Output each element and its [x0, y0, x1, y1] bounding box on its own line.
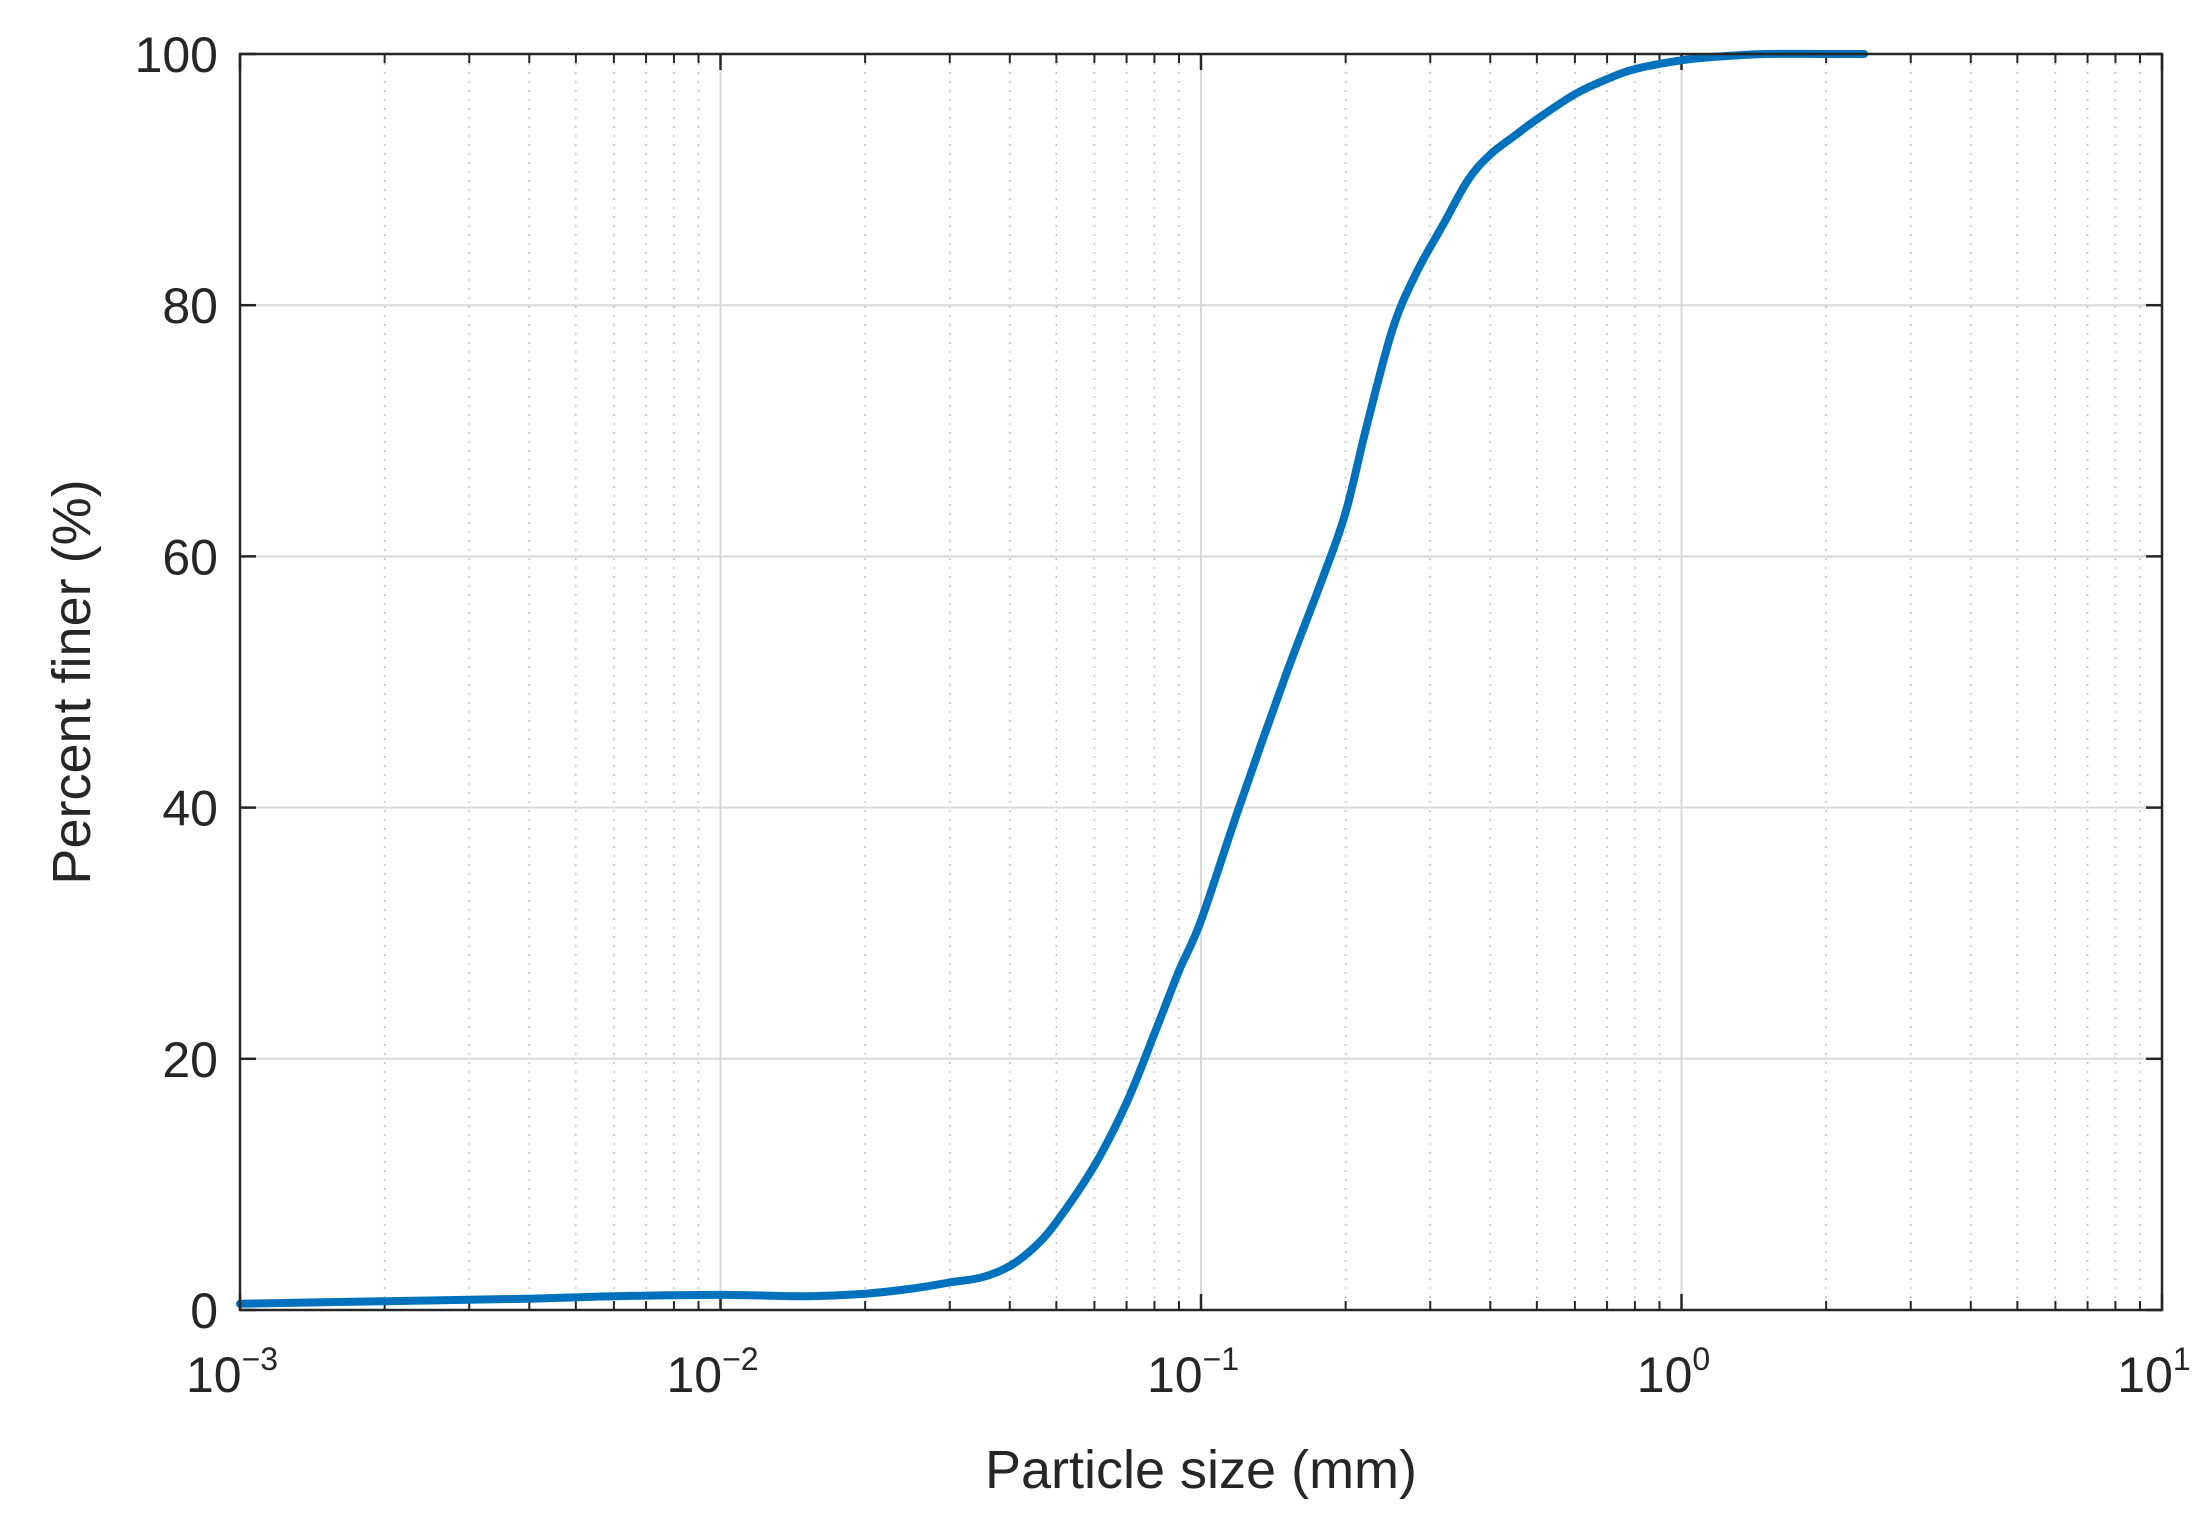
x-tick-label: 10−3: [186, 1341, 278, 1403]
label-layer: 10−3 10−2 10−1 100 101 0 20 40 60 80 100: [135, 27, 2191, 1403]
tick-layer: [238, 52, 2164, 1312]
y-tick-label: 20: [162, 1032, 218, 1088]
grid-layer: [240, 54, 2162, 1310]
y-tick-label: 60: [162, 529, 218, 585]
x-tick-label: 10−1: [1147, 1341, 1239, 1403]
series-layer: [236, 49, 1869, 1308]
plot-frame: [238, 52, 2164, 1312]
x-axis-label: Particle size (mm): [985, 1440, 1417, 1500]
x-tick-label: 10−2: [666, 1341, 758, 1403]
y-tick-label: 0: [190, 1283, 218, 1339]
gradation-curve: [236, 49, 1869, 1308]
y-tick-label: 40: [162, 781, 218, 837]
x-tick-label: 100: [1637, 1341, 1710, 1403]
x-tick-label: 101: [2117, 1341, 2190, 1403]
y-tick-label: 80: [162, 278, 218, 334]
y-axis-label: Percent finer (%): [42, 479, 102, 884]
y-tick-label: 100: [135, 27, 218, 83]
